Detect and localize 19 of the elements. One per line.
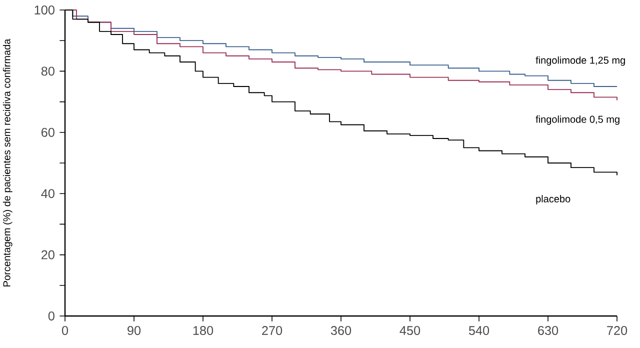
y-tick-label: 100: [34, 6, 54, 14]
x-tick-label: 450: [400, 326, 420, 335]
series-label: fingolimode 1,25 mg: [536, 56, 625, 66]
x-tick-label: 360: [330, 326, 352, 335]
x-tick-label: 270: [262, 326, 282, 335]
y-tick-label: 40: [41, 189, 54, 198]
x-tick-label: 90: [128, 326, 141, 335]
x-tick-label: 630: [538, 326, 558, 335]
y-tick-label: 0: [48, 312, 54, 320]
x-tick-label: 0: [62, 326, 68, 335]
series-label: fingolimode 0,5 mg: [536, 116, 620, 125]
text: placebo: [536, 195, 570, 204]
x-tick-label: 540: [468, 326, 490, 335]
x-tick-label: 180: [193, 326, 214, 335]
y-axis-title: Porcentagem (%) de pacientes sem recidiva confirmada: [2, 38, 12, 286]
y-tick-label: 60: [42, 128, 54, 137]
x-tick-label: 720: [607, 326, 628, 335]
y-tick-label: 80: [41, 66, 54, 76]
y-tick-label: 20: [41, 250, 54, 260]
